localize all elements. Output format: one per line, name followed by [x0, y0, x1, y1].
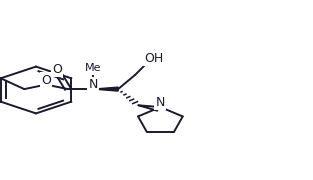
- Text: N: N: [156, 96, 165, 109]
- Text: O: O: [41, 74, 51, 87]
- Polygon shape: [93, 87, 118, 91]
- Text: OH: OH: [145, 52, 164, 65]
- Text: N: N: [88, 78, 98, 91]
- Text: O: O: [52, 63, 62, 76]
- Text: Me: Me: [85, 63, 101, 73]
